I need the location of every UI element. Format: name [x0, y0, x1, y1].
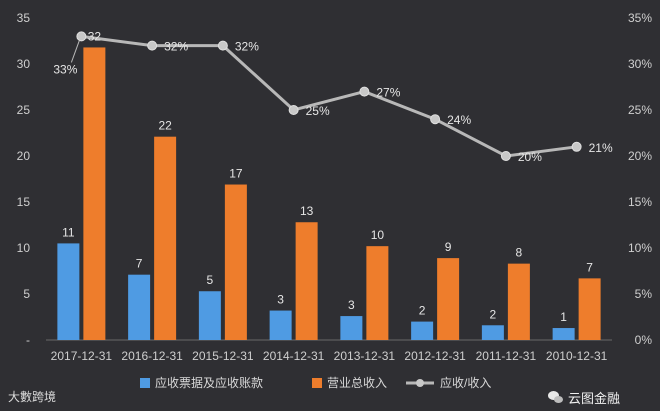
revenue-bar — [83, 47, 106, 340]
y-left-tick-label: 10 — [17, 241, 31, 255]
revenue-bar — [578, 278, 601, 340]
y-right-tick-label: 20% — [628, 149, 652, 163]
y-right-tick-label: 5% — [635, 287, 653, 301]
watermark-right: 云图金融 — [548, 388, 620, 407]
receivables-bar — [552, 328, 575, 340]
receivables-bar — [340, 316, 363, 340]
legend: 应收票据及应收账款 营业总收入 应收/收入 — [140, 375, 491, 390]
y-right-tick-label: 10% — [628, 241, 652, 255]
ratio-line — [81, 34, 577, 158]
receivables-bar-label: 1 — [560, 310, 567, 324]
receivables-bar — [57, 243, 80, 340]
ratio-point — [359, 86, 370, 97]
revenue-bar-label: 8 — [516, 246, 523, 260]
revenue-bar-label: 13 — [300, 204, 314, 218]
revenue-bar — [154, 136, 177, 340]
ratio-point-label: 24% — [447, 113, 471, 127]
y-left-tick-label: - — [26, 333, 30, 347]
watermark-left-text: 大數跨境 — [8, 390, 57, 404]
y-right-tick-label: 35% — [628, 11, 652, 25]
axis-layer: -51015202530350%5%10%15%20%25%30%35%2017… — [17, 11, 653, 363]
y-left-tick-label: 15 — [17, 195, 31, 209]
receivables-bar — [269, 310, 292, 340]
y-left-tick-label: 5 — [23, 287, 30, 301]
y-left-tick-label: 25 — [17, 103, 31, 117]
legend-revenue-swatch — [312, 378, 322, 388]
x-tick-label: 2014-12-31 — [263, 349, 325, 363]
x-tick-label: 2015-12-31 — [192, 349, 254, 363]
receivables-bar-label: 2 — [490, 307, 497, 321]
receivables-bar-label: 3 — [277, 293, 284, 307]
revenue-bar-label: 7 — [586, 260, 593, 274]
receivables-bar-label: 5 — [207, 273, 214, 287]
x-tick-label: 2011-12-31 — [476, 349, 537, 363]
y-left-tick-label: 30 — [17, 57, 31, 71]
revenue-bar — [295, 222, 318, 340]
legend-revenue-text: 营业总收入 — [327, 376, 387, 390]
x-tick-label: 2013-12-31 — [334, 349, 396, 363]
watermark-left: 大數跨境 — [8, 388, 56, 405]
receivables-bar — [128, 274, 151, 340]
ratio-point — [147, 40, 158, 51]
y-right-tick-label: 25% — [628, 103, 652, 117]
ratio-point-label: 32% — [164, 40, 188, 54]
revenue-bar-label: 22 — [158, 119, 172, 133]
y-right-tick-label: 15% — [628, 195, 652, 209]
watermark-right-text: 云图金融 — [568, 391, 621, 406]
revenue-bar-label: 17 — [229, 167, 243, 181]
legend-receivables-swatch — [140, 378, 150, 388]
x-tick-label: 2012-12-31 — [404, 349, 466, 363]
y-left-tick-label: 35 — [17, 11, 31, 25]
revenue-bar — [366, 246, 389, 340]
receivables-bar-label: 11 — [62, 225, 75, 239]
legend-ratio-swatch-dot — [416, 379, 424, 387]
ratio-point — [288, 105, 299, 115]
receivables-bar — [411, 321, 434, 340]
ratio-point-label: 20% — [518, 150, 542, 164]
y-left-tick-label: 20 — [17, 149, 31, 163]
x-tick-label: 2017-12-31 — [51, 349, 113, 363]
y-right-tick-label: 30% — [628, 57, 652, 71]
wechat-icon — [548, 391, 564, 404]
legend-ratio-text: 应收/收入 — [440, 375, 491, 390]
ratio-point — [500, 151, 511, 161]
ratio-point — [76, 31, 87, 42]
x-tick-label: 2016-12-31 — [121, 349, 183, 363]
bar-layer — [57, 47, 601, 340]
revenue-bar — [224, 184, 247, 340]
ratio-point-label: 33% — [53, 62, 77, 76]
revenue-bar — [437, 258, 460, 340]
line-layer — [76, 31, 582, 161]
ratio-point-label: 27% — [376, 86, 400, 100]
ratio-point — [430, 114, 441, 125]
receivables-bar-label: 2 — [419, 304, 426, 318]
x-tick-label: 2010-12-31 — [546, 349, 608, 363]
receivables-bar — [481, 325, 504, 340]
legend-receivables-text: 应收票据及应收账款 — [155, 375, 263, 390]
ratio-point-label: 21% — [589, 141, 613, 155]
ratio-point-label: 32% — [235, 40, 259, 54]
revenue-bar-label: 32 — [88, 29, 102, 43]
receivables-bar — [198, 291, 221, 340]
revenue-bar-label: 9 — [445, 240, 452, 254]
revenue-bar-label: 10 — [371, 228, 385, 242]
receivables-bar-label: 7 — [136, 257, 143, 271]
y-right-tick-label: 0% — [635, 333, 653, 347]
ratio-point — [571, 141, 582, 152]
ratio-point — [217, 40, 228, 51]
ratio-label-leader — [70, 40, 80, 63]
receivables-bar-label: 3 — [348, 298, 355, 312]
ratio-point-label: 25% — [306, 104, 330, 118]
revenue-bar — [507, 263, 530, 340]
